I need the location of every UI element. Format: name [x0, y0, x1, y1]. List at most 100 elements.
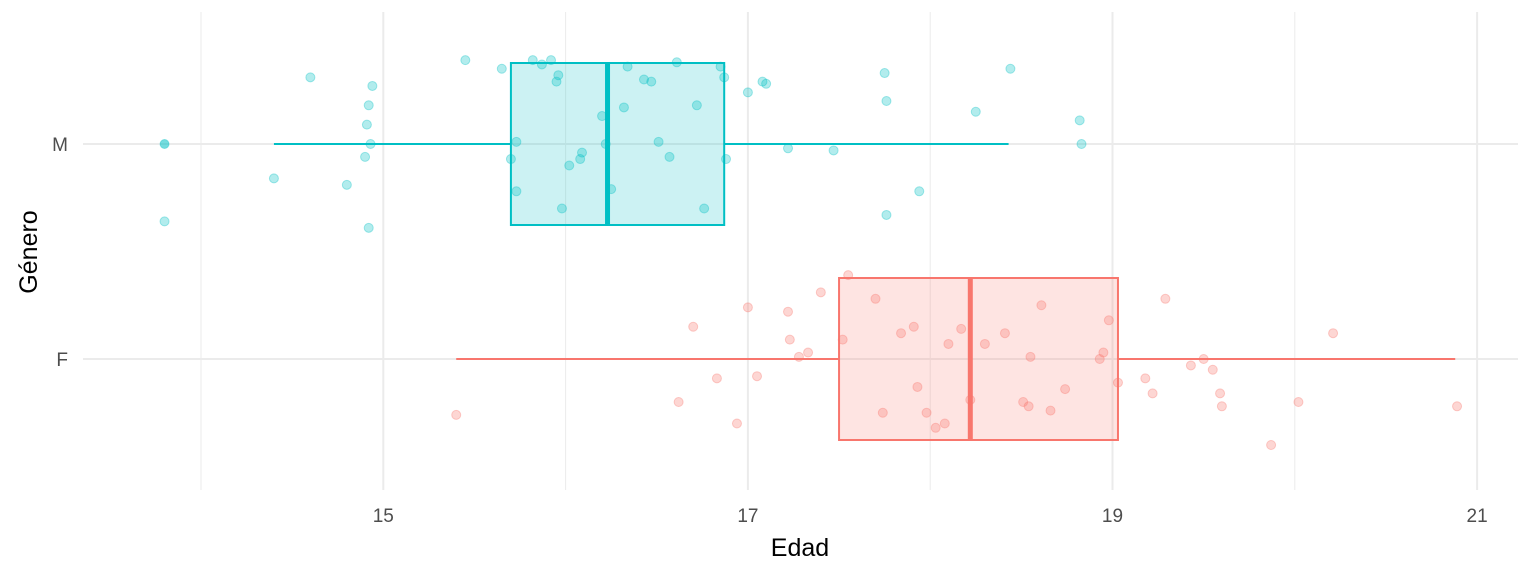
outlier-M-0 — [160, 139, 170, 149]
x-tick-label-0: 15 — [373, 506, 394, 527]
point-F-11 — [815, 287, 826, 298]
point-F-7 — [783, 306, 794, 317]
box-M — [509, 62, 726, 226]
point-F-5 — [742, 302, 753, 313]
point-M-40 — [742, 87, 753, 98]
point-F-41 — [1198, 354, 1209, 364]
point-F-14 — [870, 293, 881, 304]
point-M-38 — [719, 72, 730, 83]
point-M-4 — [341, 179, 352, 190]
point-F-31 — [1045, 405, 1056, 416]
point-M-3 — [305, 72, 316, 83]
point-F-3 — [711, 373, 722, 384]
point-M-20 — [553, 70, 564, 81]
point-M-13 — [505, 154, 516, 165]
point-M-33 — [664, 151, 675, 162]
point-F-42 — [1207, 364, 1218, 375]
point-M-44 — [828, 145, 839, 156]
box-group-F — [456, 277, 1456, 441]
point-F-33 — [1094, 354, 1105, 364]
x-tick-label-1: 17 — [737, 506, 758, 527]
point-F-12 — [837, 334, 848, 345]
point-F-43 — [1215, 388, 1226, 399]
point-F-10 — [803, 347, 814, 358]
point-M-27 — [606, 184, 617, 195]
point-F-26 — [999, 328, 1010, 339]
point-M-47 — [881, 209, 892, 220]
point-F-39 — [1160, 293, 1171, 304]
point-F-16 — [896, 328, 907, 339]
point-F-32 — [1060, 384, 1071, 395]
point-M-43 — [783, 143, 794, 154]
point-M-23 — [575, 154, 586, 165]
point-M-11 — [460, 55, 471, 66]
point-M-29 — [622, 61, 633, 72]
point-F-28 — [1023, 401, 1034, 412]
x-axis-title: Edad — [771, 534, 829, 562]
point-M-31 — [646, 76, 657, 87]
point-M-10 — [363, 222, 374, 233]
point-F-44 — [1216, 401, 1227, 412]
point-F-25 — [979, 338, 990, 349]
point-F-6 — [752, 371, 763, 382]
point-F-36 — [1112, 377, 1123, 388]
point-F-29 — [1025, 351, 1036, 362]
y-tick-label-F: F — [56, 350, 68, 371]
box-group-M — [160, 62, 1009, 226]
point-M-37 — [715, 61, 726, 72]
point-F-20 — [930, 422, 941, 433]
point-F-18 — [912, 381, 923, 392]
point-F-23 — [956, 323, 967, 334]
point-F-17 — [908, 321, 919, 332]
point-F-2 — [688, 321, 699, 332]
point-M-12 — [496, 63, 507, 74]
point-M-32 — [653, 136, 664, 147]
point-M-5 — [360, 151, 371, 162]
point-M-52 — [1076, 139, 1087, 149]
point-F-13 — [843, 270, 854, 281]
point-M-7 — [363, 100, 374, 111]
point-M-16 — [527, 55, 538, 66]
point-M-26 — [600, 139, 611, 149]
point-F-37 — [1140, 373, 1151, 384]
point-M-45 — [879, 68, 890, 79]
point-M-2 — [268, 173, 279, 184]
point-M-0 — [159, 139, 170, 149]
point-F-30 — [1036, 300, 1047, 311]
point-M-41 — [757, 76, 768, 87]
point-F-38 — [1147, 388, 1158, 399]
point-F-46 — [1293, 397, 1304, 407]
x-tick-label-3: 21 — [1467, 506, 1488, 527]
point-M-50 — [1005, 63, 1016, 74]
point-M-18 — [546, 55, 557, 66]
point-M-15 — [511, 186, 522, 197]
point-F-47 — [1328, 328, 1339, 339]
point-F-8 — [784, 334, 795, 345]
x-axis-ticks: 15 17 19 21 — [373, 506, 1488, 527]
box-F — [838, 277, 1119, 441]
boxplot-boxes — [160, 62, 1456, 441]
point-F-1 — [673, 397, 684, 407]
point-M-9 — [367, 80, 378, 91]
point-M-6 — [361, 119, 372, 130]
point-M-21 — [556, 203, 567, 214]
point-M-1 — [159, 216, 170, 227]
point-F-19 — [921, 407, 932, 418]
point-M-39 — [721, 154, 732, 165]
point-M-17 — [536, 59, 547, 70]
point-M-49 — [970, 106, 981, 117]
point-F-27 — [1018, 397, 1029, 407]
point-M-24 — [577, 147, 588, 158]
point-F-4 — [731, 418, 742, 429]
point-M-22 — [564, 160, 575, 171]
point-M-19 — [551, 76, 562, 87]
y-axis-ticks: MF — [52, 135, 68, 371]
point-F-34 — [1098, 347, 1109, 358]
x-tick-label-2: 19 — [1102, 506, 1123, 527]
point-M-48 — [914, 186, 925, 197]
point-M-8 — [365, 139, 376, 149]
point-F-48 — [1452, 401, 1463, 412]
jitter-points — [159, 55, 1463, 450]
point-M-28 — [618, 102, 629, 113]
